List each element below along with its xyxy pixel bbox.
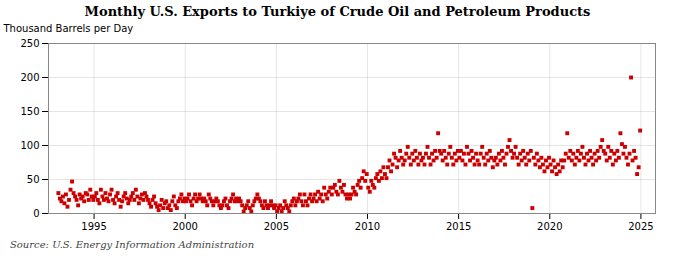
svg-text:100: 100 — [20, 140, 39, 151]
svg-text:250: 250 — [20, 38, 39, 49]
svg-text:2005: 2005 — [264, 221, 289, 232]
svg-text:0: 0 — [33, 208, 39, 219]
svg-text:50: 50 — [27, 174, 40, 185]
svg-text:200: 200 — [20, 72, 39, 83]
svg-text:2020: 2020 — [537, 221, 562, 232]
html-text:Source: U.S. Energy Informatio: Source: U.S. Energy Information Administ… — [10, 239, 255, 250]
svg-text:2025: 2025 — [628, 221, 653, 232]
svg-text:150: 150 — [20, 106, 39, 117]
svg-text:1995: 1995 — [81, 221, 106, 232]
svg-text:2000: 2000 — [172, 221, 197, 232]
svg-text:2015: 2015 — [446, 221, 471, 232]
svg-text:2010: 2010 — [355, 221, 380, 232]
html-text:Monthly U.S. Exports to Turkiy: Monthly U.S. Exports to Turkiye of Crude… — [84, 4, 591, 19]
svg-text:Thousand Barrels per Day: Thousand Barrels per Day — [3, 23, 134, 34]
